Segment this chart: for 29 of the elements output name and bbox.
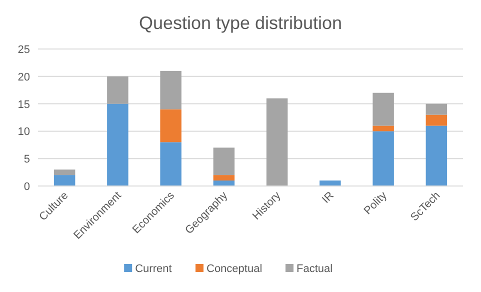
bar xyxy=(107,104,128,186)
bar xyxy=(266,98,288,186)
legend-label: Conceptual xyxy=(206,263,262,275)
y-tick-label: 15 xyxy=(18,98,30,111)
y-tick-label: 10 xyxy=(18,126,30,138)
bar xyxy=(372,131,394,186)
bar xyxy=(372,126,394,132)
bar xyxy=(213,148,235,176)
bar xyxy=(426,104,448,115)
bar xyxy=(426,114,448,126)
bar xyxy=(54,170,76,176)
legend-label: Current xyxy=(135,263,172,275)
bar xyxy=(426,126,448,186)
bar xyxy=(372,92,394,126)
bar xyxy=(107,76,128,104)
chart-title: Question type distribution xyxy=(138,13,342,33)
legend-label: Factual xyxy=(296,263,333,275)
bar xyxy=(160,109,182,142)
x-tick-label: IR xyxy=(320,190,336,206)
y-tick-label: 5 xyxy=(24,154,30,166)
bar xyxy=(160,142,182,186)
y-tick-label: 0 xyxy=(24,181,30,193)
bar xyxy=(160,70,182,110)
y-tick-label: 25 xyxy=(18,44,30,56)
bar xyxy=(320,180,341,186)
bar xyxy=(54,175,76,186)
bar xyxy=(213,175,235,181)
bar xyxy=(213,180,235,186)
y-tick-label: 20 xyxy=(18,71,30,84)
